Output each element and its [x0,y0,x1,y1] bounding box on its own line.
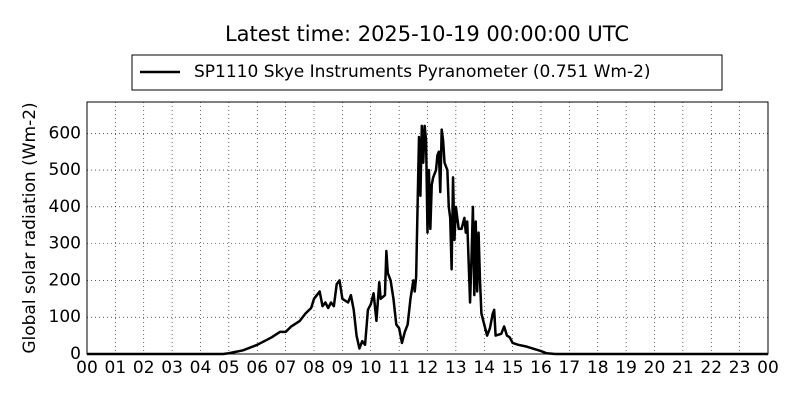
x-tick-label: 19 [615,358,637,378]
legend-label: SP1110 Skye Instruments Pyranometer (0.7… [194,62,651,82]
y-tick-label: 400 [49,197,81,217]
y-tick-label: 0 [70,344,81,364]
y-tick-label: 600 [49,123,81,143]
x-tick-label: 14 [473,358,495,378]
data-line [87,124,768,356]
y-tick-label: 300 [49,234,81,254]
x-tick-label: 12 [417,358,439,378]
x-tick-label: 10 [360,358,382,378]
x-tick-label: 05 [218,358,240,378]
y-tick-label: 100 [49,307,81,327]
x-tick-label: 17 [559,358,581,378]
chart-title: Latest time: 2025-10-19 00:00:00 UTC [225,22,629,46]
y-axis-label: Global solar radiation (Wm-2) [20,102,40,353]
x-tick-label: 08 [303,358,325,378]
x-tick-label: 15 [502,358,524,378]
y-tick-label: 500 [49,160,81,180]
x-tick-label: 03 [161,358,183,378]
y-tick-label: 200 [49,270,81,290]
x-tick-label: 22 [700,358,722,378]
x-tick-label: 00 [757,358,779,378]
x-tick-label: 20 [644,358,666,378]
legend-box [131,54,723,91]
x-tick-label: 21 [672,358,694,378]
x-tick-label: 18 [587,358,609,378]
x-tick-label: 07 [275,358,297,378]
x-tick-label: 16 [530,358,552,378]
x-tick-label: 09 [332,358,354,378]
x-tick-label: 02 [133,358,155,378]
x-tick-label: 13 [445,358,467,378]
plot-frame [86,101,769,355]
x-tick-label: 04 [190,358,212,378]
x-tick-label: 06 [246,358,268,378]
x-tick-label: 11 [388,358,410,378]
x-tick-label: 00 [76,358,98,378]
x-tick-label: 23 [729,358,751,378]
x-tick-label: 01 [105,358,127,378]
